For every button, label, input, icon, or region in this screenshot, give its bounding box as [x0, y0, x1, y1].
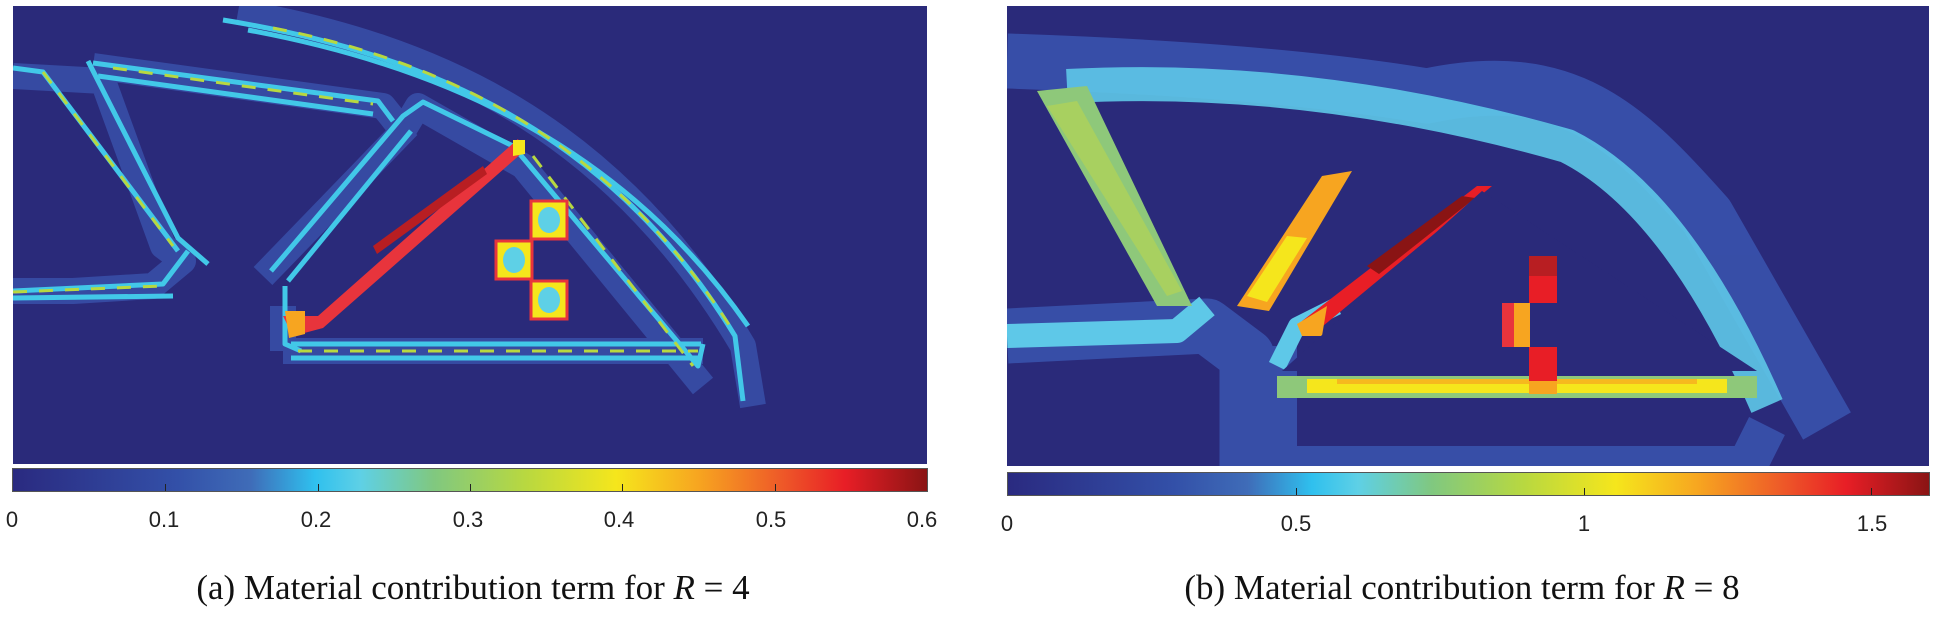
heatmap-image-b	[1007, 6, 1929, 466]
panel-a: 0 0.1 0.2 0.3 0.4 0.5 0.6 (a) Material c…	[0, 0, 960, 629]
colorbar-tick-label: 0.3	[452, 507, 484, 532]
colorbar-tick-label: 1	[1577, 511, 1591, 536]
caption-value: = 4	[694, 568, 750, 607]
colorbar-a	[12, 468, 928, 492]
heatmap-plot-b	[1007, 6, 1929, 466]
heatmap-plot-a	[13, 6, 927, 464]
caption-text: (b) Material contribution term for	[1184, 568, 1664, 607]
colorbar-tick-label: 0	[1000, 511, 1014, 536]
colorbar-tick	[774, 484, 776, 491]
caption-a: (a) Material contribution term for R = 4	[196, 568, 749, 608]
heatmap-image-a	[13, 6, 927, 464]
colorbar-tick-label: 0.2	[300, 507, 332, 532]
colorbar-tick-label: 1.5	[1856, 511, 1888, 536]
colorbar-tick	[165, 484, 167, 491]
colorbar-b	[1007, 472, 1930, 496]
panel-b: 0 0.5 1 1.5 (b) Material contribution te…	[996, 0, 1936, 629]
colorbar-tick-label: 0.5	[1280, 511, 1312, 536]
colorbar-tick-label: 0	[5, 507, 19, 532]
colorbar-tick-label: 0.1	[148, 507, 180, 532]
caption-value: = 8	[1684, 568, 1740, 607]
colorbar-tick-label: 0.6	[906, 507, 938, 532]
caption-text: (a) Material contribution term for	[196, 568, 674, 607]
colorbar-tick	[1295, 488, 1297, 495]
colorbar-tick-label: 0.5	[755, 507, 787, 532]
caption-variable: R	[1663, 568, 1685, 607]
colorbar-tick	[1583, 488, 1585, 495]
colorbar-tick-label: 0.4	[603, 507, 635, 532]
caption-variable: R	[673, 568, 695, 607]
colorbar-tick	[622, 484, 624, 491]
colorbar-tick	[1871, 488, 1873, 495]
caption-b: (b) Material contribution term for R = 8	[1184, 568, 1739, 608]
colorbar-tick	[470, 484, 471, 491]
colorbar-tick	[317, 484, 319, 491]
